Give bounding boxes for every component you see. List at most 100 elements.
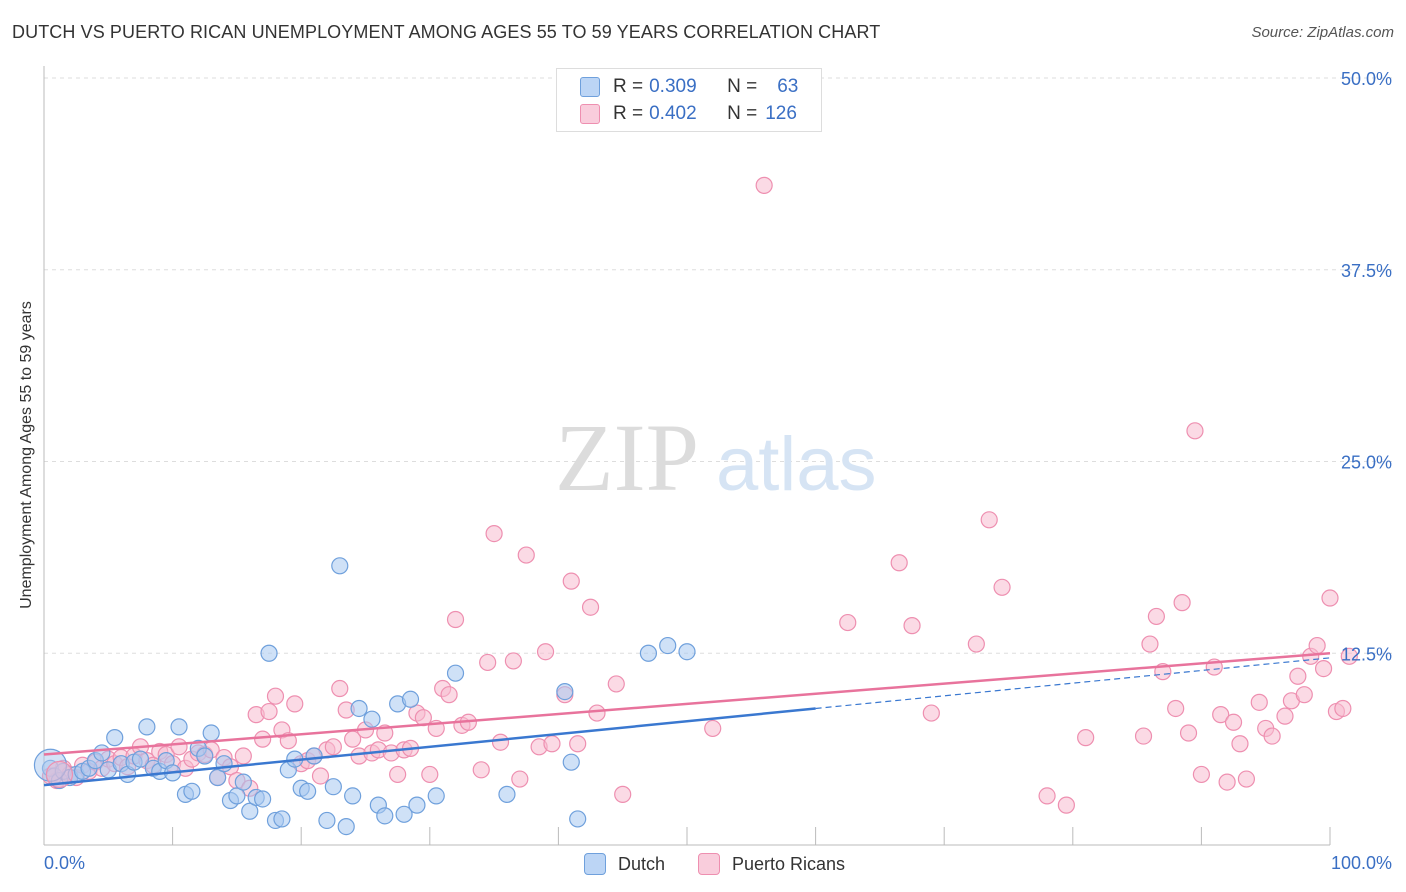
pr-point — [1212, 706, 1230, 724]
dutch-points — [33, 557, 696, 836]
pr-point — [266, 687, 285, 705]
pr-point — [1295, 686, 1313, 704]
watermark-atlas: atlas — [716, 422, 877, 507]
dutch-point — [639, 644, 658, 662]
watermark: ZIP atlas — [555, 404, 877, 511]
dutch-point — [556, 682, 574, 701]
dutch-point — [273, 810, 291, 828]
dutch-point — [363, 710, 381, 728]
chart-title: DUTCH VS PUERTO RICAN UNEMPLOYMENT AMONG… — [12, 22, 881, 42]
pr-point — [331, 679, 349, 698]
dutch-point — [93, 744, 111, 762]
dutch-point — [562, 753, 580, 771]
pr-point — [1289, 667, 1307, 685]
pr-point — [440, 686, 458, 704]
stats-row-pr: R = 0.402 N = 126 — [580, 101, 797, 127]
pr-point — [1057, 796, 1075, 814]
tick-labels: 12.5% 25.0% 37.5% 50.0% 0.0% 100.0% — [44, 69, 1392, 873]
pr-point — [389, 765, 407, 784]
pr-n-value: 126 — [765, 103, 797, 124]
legend-dutch-swatch — [584, 853, 606, 875]
pr-point — [517, 546, 535, 564]
pr-point — [980, 511, 998, 529]
pr-point — [704, 719, 722, 738]
y-tick-label: 12.5% — [1341, 644, 1392, 664]
pr-point — [511, 770, 529, 788]
dutch-point — [498, 785, 516, 803]
pr-point — [543, 735, 561, 753]
dutch-r-label: R = — [613, 76, 644, 97]
pr-point — [1224, 713, 1243, 731]
pr-point — [1237, 770, 1256, 788]
legend-pr-label: Puerto Ricans — [732, 853, 846, 874]
pr-r-value: 0.402 — [649, 103, 697, 124]
dutch-n-label: N = — [727, 76, 758, 97]
pr-n-label: N = — [727, 103, 758, 124]
pr-point — [755, 176, 773, 194]
pr-point — [1276, 707, 1294, 725]
dutch-point — [401, 690, 420, 708]
pr-point — [839, 613, 857, 632]
dutch-point — [183, 782, 201, 800]
pr-point — [588, 704, 606, 722]
pr-point — [491, 733, 510, 751]
dutch-n-value: 63 — [777, 76, 799, 97]
pr-point — [1179, 724, 1198, 742]
pr-point — [504, 652, 522, 670]
pr-point — [562, 572, 580, 590]
dutch-point — [678, 643, 696, 661]
dutch-trend-extension — [815, 657, 1331, 710]
pr-point — [1134, 727, 1153, 745]
legend-pr-swatch — [698, 853, 720, 875]
dutch-point — [196, 747, 214, 765]
pr-point — [311, 767, 330, 785]
dutch-point — [106, 729, 124, 747]
dutch-point — [446, 664, 465, 682]
pr-point — [1250, 693, 1268, 711]
pr-point — [1231, 735, 1249, 753]
pr-point — [607, 675, 625, 693]
dutch-point — [299, 782, 317, 800]
pr-point — [614, 785, 632, 803]
pr-point — [581, 598, 600, 616]
pr-point — [254, 730, 272, 748]
pr-point — [536, 643, 555, 661]
pr-point — [485, 524, 503, 543]
dutch-point — [569, 810, 587, 828]
pr-point — [421, 765, 439, 784]
dutch-point — [215, 755, 233, 773]
watermark-zip: ZIP — [555, 404, 699, 511]
pr-point — [234, 747, 252, 765]
dutch-point — [305, 747, 323, 765]
source-label: Source: ZipAtlas.com — [1251, 24, 1394, 41]
dutch-point — [209, 768, 227, 787]
y-tick-label: 50.0% — [1341, 69, 1392, 89]
grid-layer — [44, 77, 1392, 654]
pr-point — [993, 578, 1011, 596]
dutch-point — [350, 699, 368, 718]
dutch-point — [344, 787, 362, 805]
stats-box: R = 0.309 N = 63 R = 0.402 N = 126 — [556, 68, 822, 132]
legend-item-dutch[interactable]: Dutch — [584, 852, 665, 876]
axis-layer — [43, 66, 1331, 846]
pr-point — [479, 653, 497, 672]
pr-point — [967, 635, 985, 653]
legend-dutch-label: Dutch — [618, 853, 666, 874]
pr-point — [286, 695, 304, 713]
dutch-r-value: 0.309 — [649, 76, 697, 97]
x-tick-label: 0.0% — [44, 853, 85, 873]
pr-point — [1141, 635, 1159, 653]
x-tick-label: 100.0% — [1331, 853, 1392, 873]
dutch-point — [427, 787, 445, 805]
pr-trend-line — [43, 652, 1331, 756]
dutch-point — [228, 787, 246, 805]
dutch-point — [260, 644, 278, 662]
pr-point — [1077, 729, 1095, 747]
dutch-point — [395, 805, 413, 823]
pr-point — [446, 610, 465, 629]
legend-item-pr[interactable]: Puerto Ricans — [698, 852, 845, 876]
dutch-trend-line — [43, 707, 816, 787]
pr-point — [170, 738, 188, 756]
pr-point — [1038, 787, 1056, 805]
